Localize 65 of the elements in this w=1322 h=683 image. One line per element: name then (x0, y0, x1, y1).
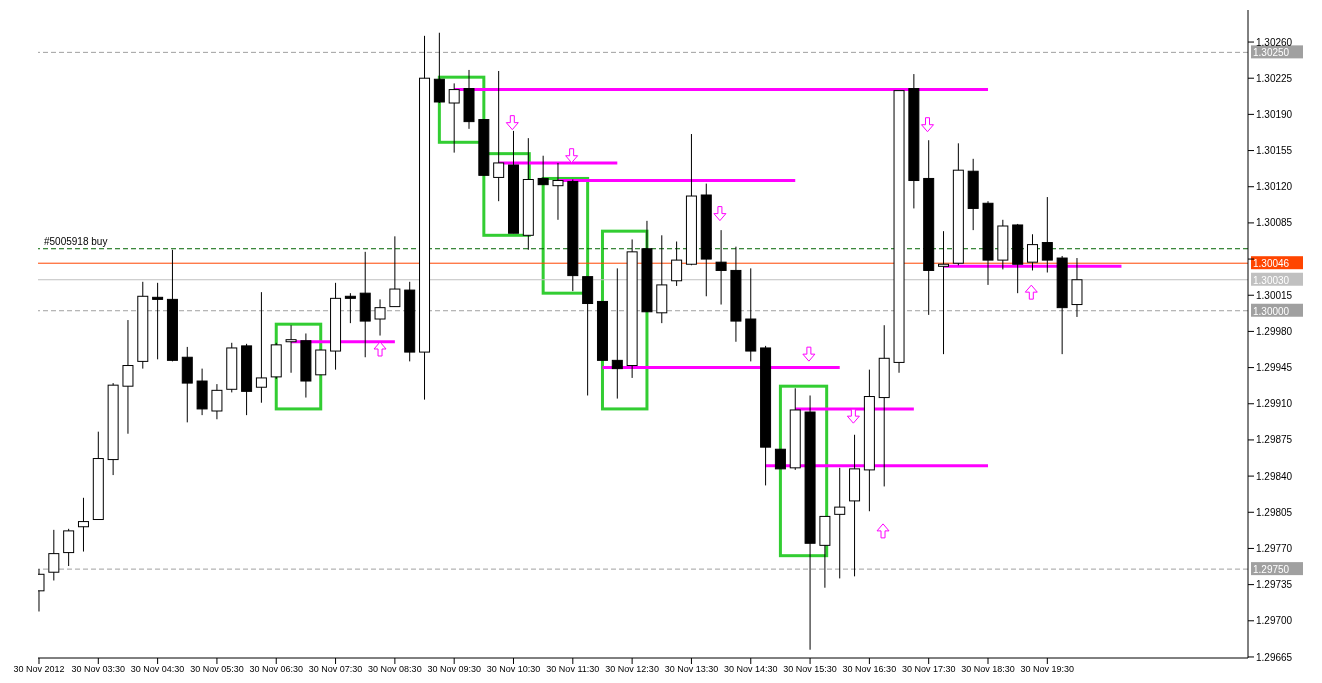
y-tick-label: 1.29735 (1256, 579, 1293, 591)
y-tick-label: 1.30120 (1256, 181, 1293, 193)
ref-line-label: 1.30046 (1253, 258, 1290, 270)
x-tick-label: 30 Nov 15:30 (783, 664, 837, 675)
x-tick-label: 30 Nov 12:30 (605, 664, 659, 675)
x-tick-label: 30 Nov 06:30 (249, 664, 304, 675)
candlestick (671, 241, 683, 287)
y-tick-label: 1.30085 (1256, 217, 1293, 229)
x-tick-label: 30 Nov 05:30 (190, 664, 244, 675)
candlestick (834, 467, 846, 579)
y-tick-label: 1.29840 (1256, 470, 1293, 482)
candlestick (537, 155, 549, 186)
x-tick-label: 30 Nov 10:30 (486, 664, 541, 675)
candlestick (938, 230, 950, 355)
candlestick (374, 298, 386, 337)
y-tick-label: 1.29910 (1256, 398, 1293, 410)
x-tick-label: 30 Nov 04:30 (130, 664, 185, 675)
x-tick-label: 30 Nov 08:30 (368, 664, 422, 675)
x-tick-label: 30 Nov 19:30 (1020, 664, 1075, 675)
y-tick-label: 1.30260 (1256, 36, 1293, 48)
ref-line-label: 1.30030 (1253, 274, 1290, 286)
candlestick (611, 267, 623, 400)
candlestick (1041, 196, 1053, 274)
candlestick (1026, 233, 1038, 271)
candlestick (448, 82, 460, 154)
x-tick-label: 30 Nov 18:30 (961, 664, 1015, 675)
candlestick (77, 497, 89, 553)
x-tick-label: 30 Nov 2012 (13, 664, 65, 675)
y-tick-label: 1.30190 (1256, 108, 1293, 120)
x-tick-label: 30 Nov 16:30 (842, 664, 897, 675)
y-tick-label: 1.29665 (1256, 651, 1293, 663)
y-tick-label: 1.30225 (1256, 72, 1293, 84)
y-tick-label: 1.29980 (1256, 325, 1293, 337)
candlestick (63, 528, 75, 567)
y-tick-label: 1.29700 (1256, 615, 1293, 627)
candlestick (48, 529, 60, 581)
y-tick-label: 1.29945 (1256, 362, 1293, 374)
y-tick-label: 1.30015 (1256, 289, 1293, 301)
ref-line-label: 1.30250 (1253, 47, 1290, 59)
y-tick-label: 1.29875 (1256, 434, 1293, 446)
ref-line-label: 1.30000 (1253, 305, 1290, 317)
candlestick (344, 292, 356, 324)
candlestick (152, 282, 164, 360)
y-tick-label: 1.30155 (1256, 145, 1293, 157)
ref-line-label: 1.29750 (1253, 564, 1290, 576)
x-tick-label: 30 Nov 14:30 (723, 664, 778, 675)
candlestick (493, 70, 505, 202)
ref-line-label: #5005918 buy (44, 235, 108, 247)
candlestick (774, 448, 786, 470)
candlestick (255, 291, 267, 404)
candlestick (285, 324, 297, 374)
y-tick-label: 1.29770 (1256, 543, 1293, 554)
x-tick-label: 30 Nov 03:30 (71, 664, 126, 675)
x-tick-label: 30 Nov 09:30 (427, 664, 481, 675)
candlestick (211, 383, 223, 420)
candlestick (552, 162, 564, 221)
x-tick-label: 30 Nov 17:30 (901, 664, 956, 675)
candlestick (715, 229, 727, 306)
x-tick-label: 30 Nov 07:30 (308, 664, 363, 675)
candlestick (389, 235, 401, 308)
x-tick-label: 30 Nov 13:30 (664, 664, 719, 675)
y-tick-label: 1.29805 (1256, 506, 1293, 518)
candlestick (433, 32, 445, 104)
x-tick-label: 30 Nov 11:30 (546, 664, 600, 675)
candlestick (122, 319, 134, 435)
